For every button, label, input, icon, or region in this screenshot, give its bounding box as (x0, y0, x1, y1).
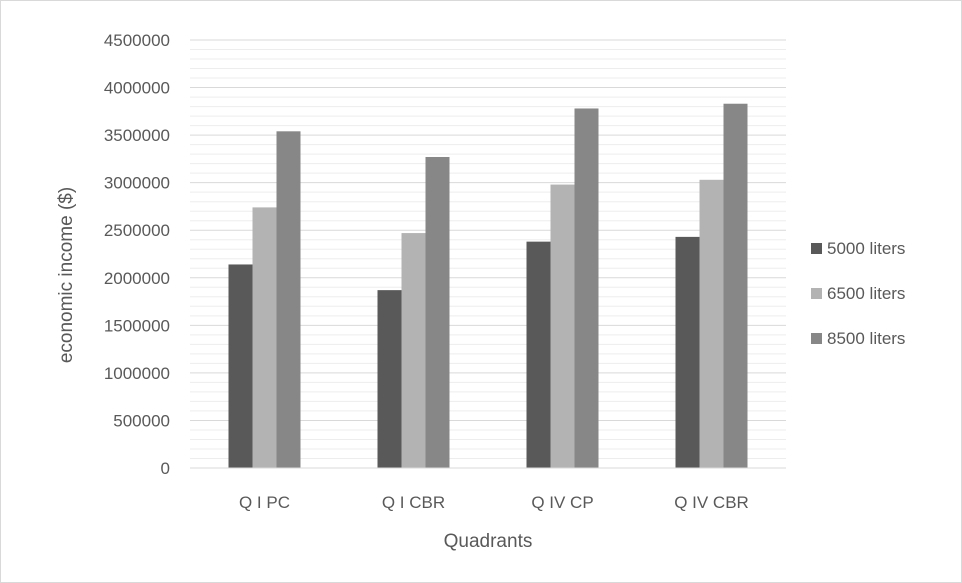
bar-8500-liters-q-iv-cp (574, 108, 599, 468)
legend-swatch (811, 288, 822, 299)
legend-label: 5000 liters (827, 239, 905, 258)
bar-6500-liters-q-i-pc (252, 207, 277, 468)
bar-5000-liters-q-iv-cbr (675, 236, 700, 468)
legend-swatch (811, 333, 822, 344)
y-axis-title: economic income ($) (56, 187, 77, 363)
bar-6500-liters-q-i-cbr (401, 233, 426, 468)
tick-labels: 0 500000 1000000 1500000 2000000 2500000 30000… (104, 31, 749, 512)
y-tick-label: 0 (161, 459, 170, 478)
bar-5000-liters-q-i-cbr (377, 290, 402, 468)
x-axis-title: Quadrants (444, 531, 533, 552)
bars (228, 103, 748, 469)
bar-6500-liters-q-iv-cbr (699, 179, 724, 468)
y-tick-label: 3500000 (104, 126, 170, 145)
x-tick-label: Q I CBR (382, 493, 445, 512)
legend-label: 6500 liters (827, 284, 905, 303)
legend: 5000 liters 6500 liters 8500 liters (811, 239, 905, 348)
y-tick-label: 2000000 (104, 269, 170, 288)
bar-5000-liters-q-i-pc (228, 264, 253, 468)
bar-8500-liters-q-iv-cbr (723, 103, 748, 469)
x-tick-label: Q IV CP (531, 493, 593, 512)
y-tick-label: 500000 (113, 411, 170, 430)
y-tick-label: 4000000 (104, 79, 170, 98)
bar-8500-liters-q-i-cbr (425, 156, 450, 468)
legend-swatch (811, 243, 822, 254)
y-tick-label: 1500000 (104, 316, 170, 335)
y-tick-label: 2500000 (104, 221, 170, 240)
bar-8500-liters-q-i-pc (276, 131, 301, 468)
bar-5000-liters-q-iv-cp (526, 241, 551, 468)
bar-6500-liters-q-iv-cp (550, 184, 575, 468)
x-tick-label: Q I PC (239, 493, 290, 512)
y-tick-label: 4500000 (104, 31, 170, 50)
x-tick-label: Q IV CBR (674, 493, 749, 512)
y-tick-label: 3000000 (104, 174, 170, 193)
legend-label: 8500 liters (827, 329, 905, 348)
y-tick-label: 1000000 (104, 364, 170, 383)
